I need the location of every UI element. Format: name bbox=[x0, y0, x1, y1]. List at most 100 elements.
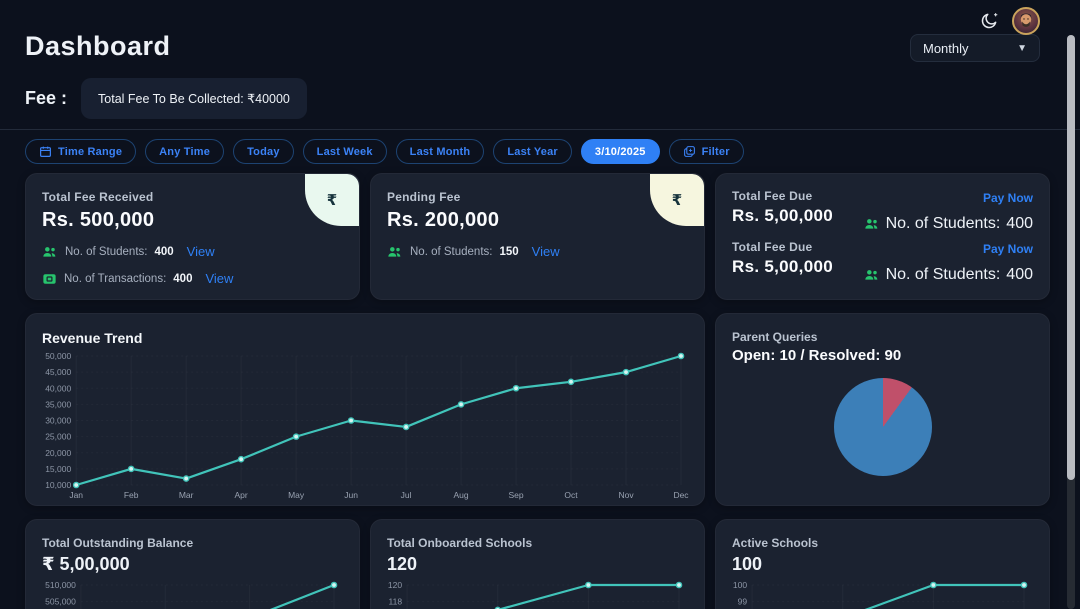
filter-button-label: Last Month bbox=[409, 145, 471, 158]
chevron-down-icon: ▼ bbox=[1017, 42, 1027, 54]
header-divider bbox=[0, 129, 1080, 130]
filter-button-any-time[interactable]: Any Time bbox=[145, 139, 225, 164]
card-label: Pending Fee bbox=[387, 190, 461, 204]
dark-mode-toggle[interactable] bbox=[976, 8, 1002, 34]
total-fee-received-card: ₹ Total Fee Received Rs. 500,000 No. of … bbox=[25, 173, 360, 300]
parent-queries-card: Parent Queries Open: 10 / Resolved: 90 bbox=[715, 313, 1050, 506]
students-icon bbox=[864, 219, 877, 229]
stat-label: No. of Students: bbox=[65, 245, 148, 258]
svg-text:Dec: Dec bbox=[673, 490, 689, 500]
svg-text:Jul: Jul bbox=[401, 490, 412, 500]
card-value: Rs. 5,00,000 bbox=[732, 206, 833, 225]
kpi-card-row: ₹ Total Fee Received Rs. 500,000 No. of … bbox=[25, 173, 1050, 300]
active-schools-chart: 1009998979695 bbox=[733, 580, 1028, 609]
view-students-link[interactable]: View bbox=[186, 244, 215, 259]
students-stat-row: No. of Students: 400 bbox=[864, 215, 1033, 233]
pending-fee-card: ₹ Pending Fee Rs. 200,000 No. of Student… bbox=[370, 173, 705, 300]
total-fee-due-card: Total Fee Due Rs. 5,00,000 Pay Now No. o… bbox=[715, 173, 1050, 300]
filter-button-filter[interactable]: Filter bbox=[668, 139, 744, 164]
fee-banner: Fee : Total Fee To Be Collected: ₹40000 bbox=[25, 78, 1050, 119]
stat-value: 400 bbox=[173, 272, 193, 285]
fee-due-row: Total Fee Due Rs. 5,00,000 Pay Now No. o… bbox=[732, 240, 1033, 284]
onboarded-schools-card: Total Onboarded Schools 120 120118116114… bbox=[370, 519, 705, 609]
svg-text:45,000: 45,000 bbox=[45, 367, 71, 377]
svg-text:Mar: Mar bbox=[179, 490, 194, 500]
filter-button-last-week[interactable]: Last Week bbox=[302, 139, 387, 164]
filter-button-label: Today bbox=[247, 145, 280, 158]
revenue-trend-card: Revenue Trend 50,000 45,000 40,000 35,000 30… bbox=[25, 313, 705, 506]
avatar-face-icon bbox=[1020, 13, 1032, 27]
topbar-actions bbox=[976, 7, 1040, 35]
period-select[interactable]: Monthly ▼ bbox=[910, 34, 1040, 62]
pay-now-link[interactable]: Pay Now bbox=[982, 242, 1033, 256]
user-avatar[interactable] bbox=[1012, 7, 1040, 35]
fee-label: Fee : bbox=[25, 88, 68, 108]
card-label: Total Fee Received bbox=[42, 190, 154, 204]
stat-value: 400 bbox=[154, 245, 174, 258]
stat-label: No. of Students: bbox=[410, 245, 493, 258]
svg-text:40,000: 40,000 bbox=[45, 383, 71, 393]
svg-text:Feb: Feb bbox=[124, 490, 139, 500]
calendar-icon bbox=[40, 146, 51, 157]
card-value: 120 bbox=[387, 554, 418, 574]
svg-text:120: 120 bbox=[388, 580, 402, 590]
card-value: ₹ 5,00,000 bbox=[42, 554, 130, 574]
svg-text:30,000: 30,000 bbox=[45, 416, 71, 426]
card-label: Total Fee Due bbox=[732, 189, 813, 203]
students-icon bbox=[43, 246, 56, 257]
filter-button-today[interactable]: Today bbox=[233, 139, 294, 164]
revenue-trend-chart: 50,000 45,000 40,000 35,000 30,000 25,000 20,0… bbox=[45, 351, 689, 500]
svg-text:Apr: Apr bbox=[235, 490, 248, 500]
students-icon bbox=[388, 246, 401, 257]
filter-button-last-year[interactable]: Last Year bbox=[493, 139, 572, 164]
total-fee-chip: Total Fee To Be Collected: ₹40000 bbox=[81, 78, 307, 119]
svg-text:Jun: Jun bbox=[344, 490, 358, 500]
page-scrollbar-track[interactable] bbox=[1067, 35, 1075, 609]
students-stat-row: No. of Students: 400 View bbox=[42, 244, 343, 259]
svg-text:35,000: 35,000 bbox=[45, 399, 71, 409]
svg-text:Sep: Sep bbox=[508, 490, 523, 500]
view-transactions-link[interactable]: View bbox=[205, 271, 234, 286]
outstanding-balance-chart: 510,000505,000500,000495,000490,000485,0… bbox=[45, 580, 338, 609]
filter-button-time-range[interactable]: Time Range bbox=[25, 139, 137, 164]
card-value: Rs. 5,00,000 bbox=[732, 257, 833, 276]
pay-now-link[interactable]: Pay Now bbox=[982, 191, 1033, 205]
students-stat-row: No. of Students: 400 bbox=[864, 266, 1033, 284]
mini-chart-row: Total Outstanding Balance ₹ 5,00,000 510… bbox=[25, 519, 1050, 609]
filter-button-date-active[interactable]: 3/10/2025 bbox=[580, 139, 660, 164]
svg-text:Oct: Oct bbox=[564, 490, 578, 500]
onboarded-schools-chart: 120118116114112110 bbox=[388, 580, 683, 609]
filter-icon bbox=[683, 146, 695, 157]
svg-text:118: 118 bbox=[389, 597, 403, 607]
transactions-stat-row: No. of Transactions: 400 View bbox=[42, 271, 343, 286]
chart-title: Parent Queries bbox=[732, 330, 818, 344]
chart-title: Total Outstanding Balance bbox=[42, 536, 194, 550]
students-icon bbox=[864, 270, 877, 280]
stat-label: No. of Students: bbox=[885, 266, 1001, 283]
stat-value: 400 bbox=[1006, 215, 1033, 232]
parent-queries-summary: Open: 10 / Resolved: 90 bbox=[732, 347, 902, 364]
filter-row: Time Range Any Time Today Last Week Last… bbox=[25, 139, 1050, 164]
filter-button-label: Any Time bbox=[159, 145, 211, 158]
stat-value: 400 bbox=[1006, 266, 1033, 283]
card-value: Rs. 200,000 bbox=[387, 209, 500, 231]
moon-icon bbox=[981, 13, 998, 29]
filter-button-label: Filter bbox=[701, 145, 730, 158]
students-stat-row: No. of Students: 150 View bbox=[387, 244, 688, 259]
svg-text:100: 100 bbox=[733, 580, 747, 590]
svg-text:Aug: Aug bbox=[454, 490, 469, 500]
stat-label: No. of Students: bbox=[885, 215, 1001, 232]
svg-text:Nov: Nov bbox=[618, 490, 634, 500]
view-students-link[interactable]: View bbox=[531, 244, 560, 259]
chart-row: Revenue Trend 50,000 45,000 40,000 35,000 30… bbox=[25, 313, 1050, 506]
card-value: 100 bbox=[732, 554, 763, 574]
filter-button-last-month[interactable]: Last Month bbox=[395, 139, 485, 164]
page-scrollbar-thumb[interactable] bbox=[1067, 35, 1075, 480]
svg-text:Jan: Jan bbox=[69, 490, 83, 500]
svg-text:510,000: 510,000 bbox=[45, 580, 76, 590]
filter-button-label: Last Year bbox=[507, 145, 558, 158]
transactions-icon bbox=[43, 273, 56, 284]
filter-button-label: 3/10/2025 bbox=[594, 145, 646, 158]
period-select-value: Monthly bbox=[923, 40, 969, 56]
